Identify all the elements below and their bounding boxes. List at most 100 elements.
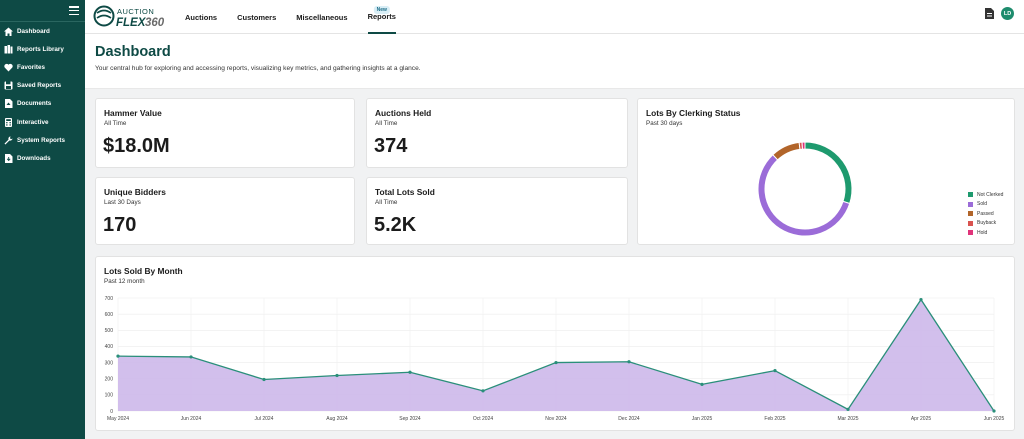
wrench-icon	[4, 136, 13, 145]
sidebar-item-dashboard[interactable]: Dashboard	[0, 22, 85, 40]
legend-label: Not Clerked	[977, 191, 1004, 198]
x-tick-label: Mar 2025	[837, 416, 858, 422]
sidebar-header	[0, 0, 85, 22]
legend-item-hold[interactable]: Hold	[968, 228, 1003, 238]
legend-label: Passed	[977, 210, 994, 217]
donut-slice-passed[interactable]	[772, 141, 801, 161]
sidebar-item-downloads[interactable]: Downloads	[0, 149, 85, 167]
tab-reports[interactable]: Reports New	[367, 0, 396, 34]
kpi-value: $18.0M	[103, 135, 170, 157]
lots-sold-area-chart: 0 100 200 300 400 500 600 700 May 2024 Jun 2024 Ju…	[105, 296, 1005, 422]
x-tick-label: Jun 2025	[984, 416, 1005, 422]
kpi-card-unique-bidders[interactable]: Unique Bidders Last 30 Days 170	[95, 177, 355, 245]
data-point[interactable]	[262, 377, 266, 382]
legend-item-passed[interactable]: Passed	[968, 209, 1003, 219]
data-point[interactable]	[481, 389, 485, 393]
data-point[interactable]	[116, 354, 120, 358]
sidebar-item-favorites[interactable]: Favorites	[0, 58, 85, 76]
sidebar-item-label: Documents	[17, 100, 52, 108]
data-point[interactable]	[189, 355, 193, 359]
legend-swatch	[968, 220, 973, 226]
auctionflex-logo[interactable]: AUCTION FLEX 360	[93, 3, 175, 29]
kpi-period: All Time	[104, 120, 127, 127]
tab-miscellaneous[interactable]: Miscellaneous	[296, 0, 347, 34]
legend-swatch	[968, 201, 973, 207]
kpi-value: 374	[374, 135, 408, 157]
kpi-card-auctions-held[interactable]: Auctions Held All Time 374	[366, 98, 628, 168]
svg-text:FLEX: FLEX	[116, 17, 147, 29]
donut-slice-hold[interactable]	[801, 141, 806, 150]
sidebar-item-label: Saved Reports	[17, 82, 62, 90]
chart-title: Lots By Clerking Status	[646, 108, 741, 118]
top-bar: AUCTION FLEX 360 Auctions Customers Miscel…	[85, 0, 1024, 34]
legend-item-buyback[interactable]: Buyback	[968, 219, 1003, 229]
page-header	[85, 34, 1024, 89]
x-tick-label: Nov 2024	[545, 416, 567, 422]
legend-label: Sold	[977, 201, 988, 208]
y-tick-label: 700	[105, 296, 114, 302]
tab-auctions[interactable]: Auctions	[185, 0, 217, 34]
data-point[interactable]	[773, 369, 777, 373]
data-point[interactable]	[992, 409, 996, 413]
kpi-period: All Time	[375, 120, 398, 127]
sidebar-item-saved-reports[interactable]: Saved Reports	[0, 77, 85, 95]
y-tick-label: 200	[105, 377, 114, 383]
kpi-card-total-lots-sold[interactable]: Total Lots Sold All Time 5.2K	[366, 177, 628, 245]
kpi-title: Total Lots Sold	[375, 187, 435, 197]
sidebar-item-label: Reports Library	[17, 45, 64, 53]
sidebar-item-system-reports[interactable]: System Reports	[0, 131, 85, 149]
kpi-title: Hammer Value	[104, 108, 162, 118]
x-tick-label: Sep 2024	[399, 416, 421, 422]
kpi-period: All Time	[375, 199, 398, 206]
x-tick-label: Jan 2025	[692, 416, 713, 422]
kpi-period: Last 30 Days	[104, 199, 141, 206]
page-subtitle: Your central hub for exploring and acces…	[95, 65, 421, 72]
legend-label: Hold	[977, 229, 988, 236]
save-icon	[4, 81, 13, 90]
x-tick-label: Jul 2024	[255, 416, 274, 422]
top-nav: Auctions Customers Miscellaneous Reports New	[185, 0, 416, 34]
x-tick-label: Apr 2025	[911, 416, 932, 422]
user-avatar[interactable]: LD	[1001, 7, 1014, 20]
data-point[interactable]	[846, 407, 850, 411]
x-tick-label: May 2024	[107, 416, 129, 422]
x-tick-label: Jun 2024	[181, 416, 202, 422]
sidebar-item-reports-library[interactable]: Reports Library	[0, 40, 85, 58]
y-tick-label: 500	[105, 328, 114, 334]
document-icon[interactable]	[985, 8, 994, 19]
legend-swatch	[968, 230, 973, 236]
legend-label: Buyback	[977, 220, 997, 227]
clerking-status-card: Lots By Clerking Status Past 30 days Not…	[637, 98, 1015, 245]
donut-slice-sold[interactable]	[757, 154, 851, 237]
kpi-card-hammer-value[interactable]: Hammer Value All Time $18.0M	[95, 98, 355, 168]
clerking-donut-chart	[757, 141, 853, 237]
sidebar-nav: Dashboard Reports Library Favorites Saved R…	[0, 22, 85, 168]
tab-customers[interactable]: Customers	[237, 0, 276, 34]
sidebar-item-label: Favorites	[17, 63, 45, 71]
page-title: Dashboard	[95, 44, 171, 60]
data-point[interactable]	[554, 360, 558, 365]
donut-slice-not-clerked[interactable]	[804, 141, 853, 205]
y-tick-label: 600	[105, 312, 114, 318]
chart-title: Lots Sold By Month	[104, 266, 183, 276]
sidebar-item-label: Downloads	[17, 154, 51, 162]
legend-swatch	[968, 211, 973, 217]
sidebar-item-label: Interactive	[17, 118, 49, 126]
data-point[interactable]	[627, 360, 631, 364]
kpi-title: Unique Bidders	[104, 187, 166, 197]
document-icon	[5, 99, 13, 109]
y-tick-label: 100	[105, 393, 114, 399]
legend-item-not-clerked[interactable]: Not Clerked	[968, 190, 1003, 200]
sidebar-item-interactive[interactable]: Interactive	[0, 113, 85, 131]
sidebar-item-documents[interactable]: Documents	[0, 95, 85, 113]
hamburger-menu-icon[interactable]	[69, 6, 79, 15]
tab-label: Reports	[367, 11, 396, 21]
kpi-title: Auctions Held	[375, 108, 432, 118]
data-point[interactable]	[919, 298, 923, 302]
sidebar: Dashboard Reports Library Favorites Saved R…	[0, 0, 85, 439]
data-point[interactable]	[335, 373, 339, 378]
data-point[interactable]	[700, 382, 704, 386]
legend-swatch	[968, 192, 973, 198]
data-point[interactable]	[408, 370, 412, 374]
legend-item-sold[interactable]: Sold	[968, 200, 1003, 210]
